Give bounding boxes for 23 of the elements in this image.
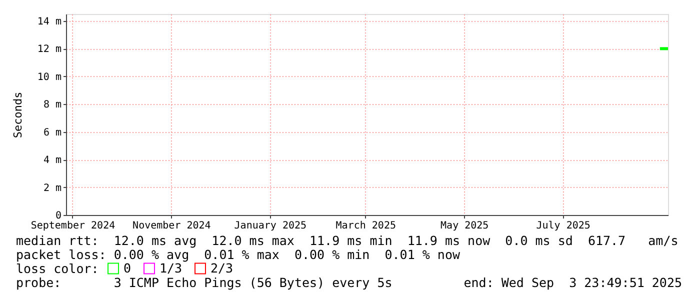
y-tick-label: 6 m — [43, 127, 62, 138]
y-tick-label: 8 m — [43, 100, 62, 111]
x-tick-label: March 2025 — [336, 220, 396, 232]
x-tick-label: September 2024 — [30, 220, 116, 232]
y-axis-title: Seconds — [11, 92, 24, 138]
y-tick-label: 0 — [55, 210, 62, 222]
x-tick-label: May 2025 — [440, 220, 489, 232]
text: packet loss: 0.00 % avg 0.01 % max 0.00 % min 0.01 % now — [16, 247, 460, 262]
y-tick-label: 10 m — [37, 72, 62, 83]
y-tick-label: 14 m — [37, 16, 62, 28]
y-tick-label: 2 m — [43, 182, 62, 194]
x-tick-label: November 2024 — [132, 220, 211, 232]
x-tick-label: July 2025 — [536, 220, 590, 232]
text: median rtt: 12.0 ms avg 12.0 ms max 11.9 ms min 11.9 ms now 0.0 ms sd 617.7 am/s — [16, 233, 678, 248]
x-tick-label: January 2025 — [234, 220, 307, 232]
y-tick-label: 4 m — [43, 155, 62, 166]
legend-label: 2/3 — [210, 260, 234, 276]
text: probe: 3 ICMP Echo Pings (56 Bytes) every 5s — [16, 275, 392, 290]
legend-title: loss color: — [16, 261, 99, 276]
text: end: Wed Sep 3 23:49:51 2025 — [464, 275, 682, 290]
y-tick-label: 12 m — [37, 44, 62, 56]
legend-label: 0 — [124, 260, 132, 276]
legend-label: 1/3 — [160, 260, 182, 276]
